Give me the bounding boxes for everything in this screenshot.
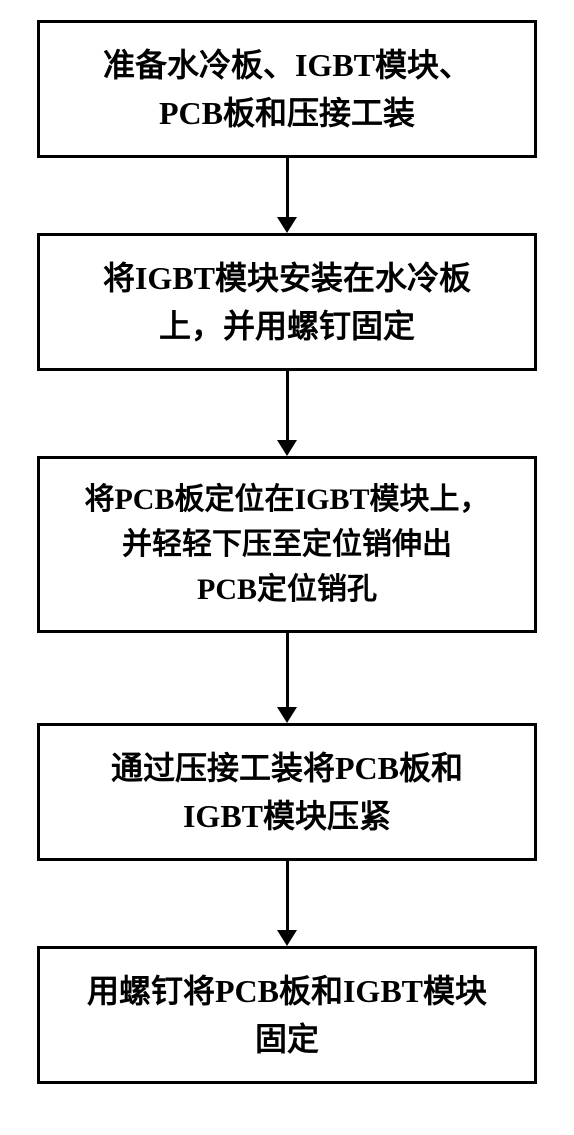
step-text: 准备水冷板、IGBT模块、 [60,41,514,89]
arrow-3 [277,633,297,723]
step-text: 将IGBT模块安装在水冷板 [60,254,514,302]
step-text: 上，并用螺钉固定 [60,302,514,350]
arrow-2 [277,371,297,456]
step-box-3: 将PCB板定位在IGBT模块上， 并轻轻下压至定位销伸出 PCB定位销孔 [37,456,537,633]
arrow-head-icon [277,217,297,233]
step-text: IGBT模块压紧 [60,792,514,840]
flowchart-container: 准备水冷板、IGBT模块、 PCB板和压接工装 将IGBT模块安装在水冷板 上，… [10,20,564,1084]
step-box-1: 准备水冷板、IGBT模块、 PCB板和压接工装 [37,20,537,158]
step-text: PCB板和压接工装 [60,89,514,137]
arrow-head-icon [277,930,297,946]
step-text: 将PCB板定位在IGBT模块上， [60,477,514,522]
arrow-line [286,633,289,708]
step-text: 通过压接工装将PCB板和 [60,744,514,792]
step-box-2: 将IGBT模块安装在水冷板 上，并用螺钉固定 [37,233,537,371]
arrow-head-icon [277,440,297,456]
step-text: PCB定位销孔 [60,567,514,612]
arrow-1 [277,158,297,233]
step-box-5: 用螺钉将PCB板和IGBT模块 固定 [37,946,537,1084]
step-text: 用螺钉将PCB板和IGBT模块 [60,967,514,1015]
step-box-4: 通过压接工装将PCB板和 IGBT模块压紧 [37,723,537,861]
step-text: 固定 [60,1015,514,1063]
arrow-line [286,371,289,441]
step-text: 并轻轻下压至定位销伸出 [60,522,514,567]
arrow-4 [277,861,297,946]
arrow-line [286,861,289,931]
arrow-line [286,158,289,218]
arrow-head-icon [277,707,297,723]
